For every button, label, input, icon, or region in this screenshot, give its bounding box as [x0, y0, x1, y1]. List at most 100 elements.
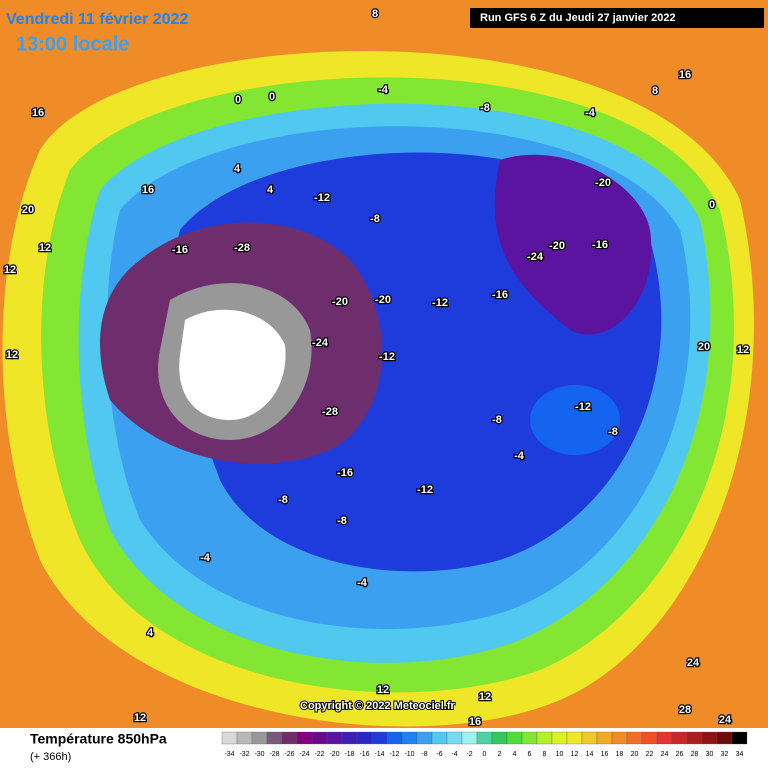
contour-label: 12 [6, 349, 18, 361]
legend-swatch [551, 731, 568, 745]
legend-tick-label: 0 [483, 751, 487, 758]
legend-tick-label: -32 [239, 751, 249, 758]
legend-swatch [506, 731, 523, 745]
contour-label: -8 [278, 494, 288, 506]
contour-label: -24 [312, 337, 329, 349]
contour-label: 12 [39, 242, 51, 254]
legend-tick-label: 26 [676, 751, 684, 758]
date: Vendredi 11 février 2022 [6, 11, 188, 28]
contour-label: -12 [379, 351, 395, 363]
contour-label: -20 [375, 294, 391, 306]
legend-tick-label: 14 [586, 751, 594, 758]
legend-swatch [716, 731, 733, 745]
time: 13:00 locale [16, 33, 129, 55]
contour-label: -24 [527, 251, 544, 263]
contour-label: 16 [32, 107, 44, 119]
contour-label: -20 [549, 240, 565, 252]
contour-label: 24 [719, 714, 732, 726]
legend-swatch [266, 731, 283, 745]
legend-tick-label: -20 [329, 751, 339, 758]
legend-tick-label: 12 [571, 751, 579, 758]
legend-swatch [521, 731, 538, 745]
legend-tick-label: 8 [543, 751, 547, 758]
legend-swatch [491, 731, 508, 745]
contour-label: -20 [595, 177, 611, 189]
legend-tick-label: -2 [466, 751, 472, 758]
contour-label: 16 [469, 716, 481, 728]
legend-swatch [446, 731, 463, 745]
legend-swatch [371, 731, 388, 745]
contour-label: 20 [698, 341, 710, 353]
legend-swatch [566, 731, 583, 745]
contour-label: 8 [652, 85, 658, 97]
contour-label: -12 [575, 401, 591, 413]
footer-lead: (+ 366h) [30, 751, 71, 763]
contour-label: -28 [322, 406, 338, 418]
legend-swatch [401, 731, 418, 745]
legend-swatch [251, 731, 268, 745]
footer-title: Température 850hPa [30, 731, 167, 747]
contour-label: -4 [200, 552, 211, 564]
contour-label: 12 [737, 344, 749, 356]
legend-tick-label: -8 [421, 751, 427, 758]
legend-tick-label: -24 [299, 751, 309, 758]
temperature-field [2, 50, 754, 727]
legend-tick-label: -18 [344, 751, 354, 758]
contour-label: 12 [377, 684, 389, 696]
legend-swatch [431, 731, 448, 745]
copyright: Copyright © 2022 Meteociel.fr [300, 700, 456, 712]
contour-label: 0 [709, 199, 715, 211]
legend-tick-label: 18 [616, 751, 624, 758]
contour-label: -4 [357, 577, 368, 589]
legend-swatch [536, 731, 553, 745]
legend-swatch [386, 731, 403, 745]
contour-label: -28 [234, 242, 250, 254]
contour-label: 0 [235, 94, 241, 106]
legend-swatch [476, 731, 493, 745]
legend-tick-label: 2 [498, 751, 502, 758]
legend-tick-label: 10 [556, 751, 564, 758]
contour-label: -16 [592, 239, 608, 251]
run-box [470, 8, 764, 28]
contour-label: -8 [337, 515, 347, 527]
contour-label: 20 [22, 204, 34, 216]
legend-tick-label: 22 [646, 751, 654, 758]
contour-label: 4 [234, 163, 241, 175]
contour-label: -4 [514, 450, 525, 462]
contour-label: 28 [679, 704, 691, 716]
legend-tick-label: 28 [691, 751, 699, 758]
legend-tick-label: -14 [374, 751, 384, 758]
contour-label: -8 [370, 213, 380, 225]
legend-tick-label: 32 [721, 751, 729, 758]
legend-swatch [671, 731, 688, 745]
legend-tick-label: 16 [601, 751, 609, 758]
legend-swatch [416, 731, 433, 745]
legend-swatch [461, 731, 478, 745]
contour-label: 24 [687, 657, 700, 669]
contour-label: 8 [372, 8, 378, 20]
legend-tick-label: -16 [359, 751, 369, 758]
contour-label: -16 [492, 289, 508, 301]
legend-tick-label: 30 [706, 751, 714, 758]
legend-tick-label: 4 [513, 751, 517, 758]
contour-label: -12 [432, 297, 448, 309]
contour-label: -20 [332, 296, 348, 308]
contour-label: -16 [172, 244, 188, 256]
legend-tick-label: -10 [404, 751, 414, 758]
contour-label: -4 [585, 107, 596, 119]
legend-swatch [356, 731, 373, 745]
legend-swatch [326, 731, 343, 745]
legend-swatch [281, 731, 298, 745]
legend-swatch [596, 731, 613, 745]
contour-label: -8 [492, 414, 502, 426]
legend-swatch [236, 731, 253, 745]
legend-swatch [311, 731, 328, 745]
legend-swatch [296, 731, 313, 745]
contour-label: -12 [314, 192, 330, 204]
legend-tick-label: -30 [254, 751, 264, 758]
legend-tick-label: 6 [528, 751, 532, 758]
legend-swatch [221, 731, 238, 745]
contour-label: 12 [4, 264, 16, 276]
